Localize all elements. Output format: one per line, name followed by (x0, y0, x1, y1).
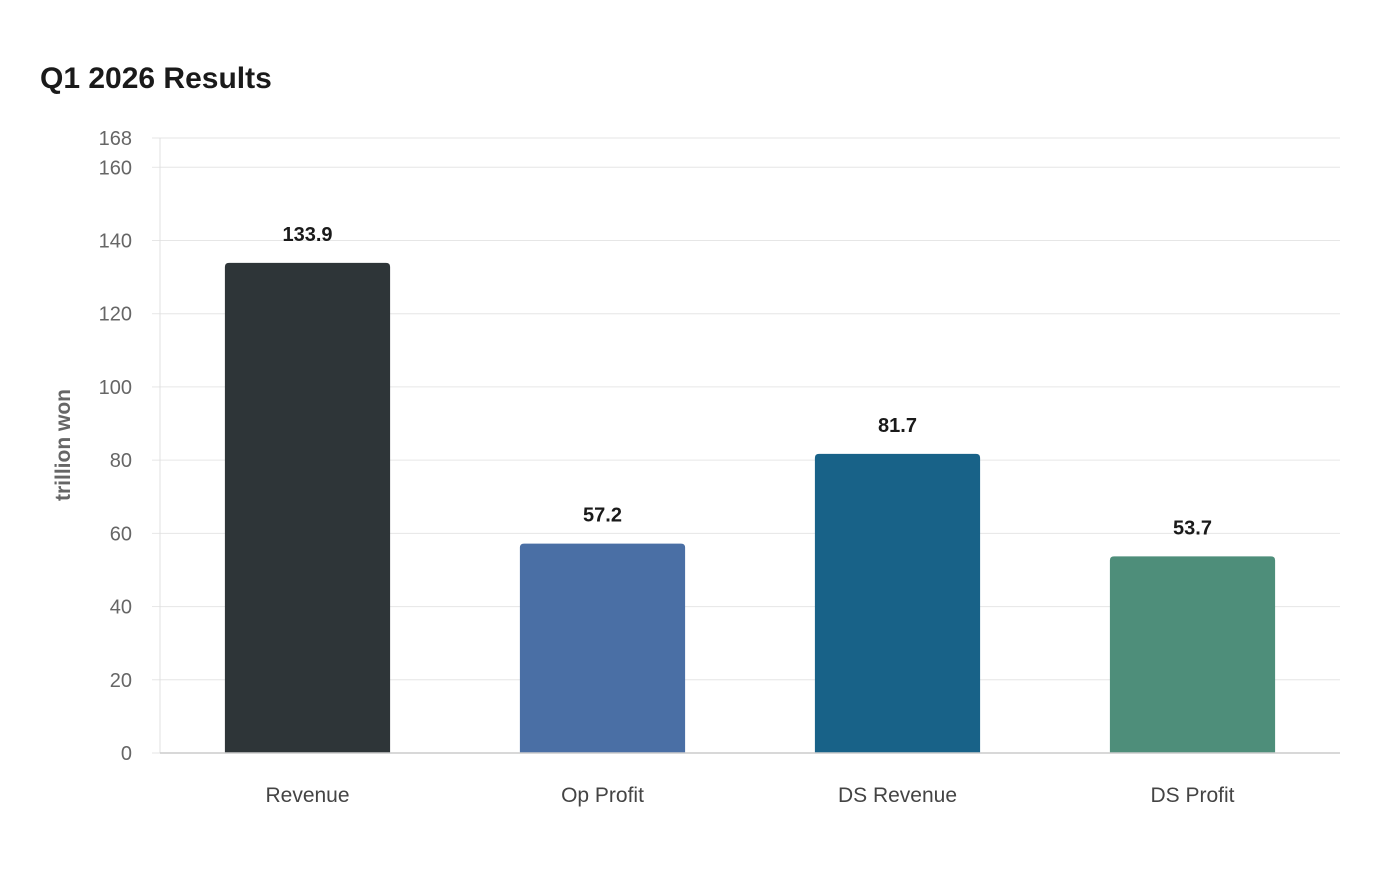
chart-title: Q1 2026 Results (40, 62, 272, 95)
y-tick-label: 20 (110, 670, 132, 692)
x-category-label: DS Profit (1150, 784, 1234, 807)
x-axis-categories: Revenue Op Profit DS Revenue DS Profit (265, 784, 1234, 807)
y-axis-ticks: 0 20 40 60 80 100 120 140 160 168 (99, 128, 160, 765)
bar-value-label: 57.2 (583, 505, 622, 527)
x-category-label: Revenue (265, 784, 349, 807)
y-tick-label: 40 (110, 597, 132, 619)
x-category-label: Op Profit (561, 784, 644, 807)
bar-ds-revenue (814, 453, 981, 753)
y-axis-title: trillion won (52, 389, 75, 501)
value-labels: 133.9 57.2 81.7 53.7 (282, 224, 1212, 540)
y-tick-label: 80 (110, 450, 132, 472)
x-category-label: DS Revenue (838, 784, 957, 807)
bar-value-label: 133.9 (282, 224, 332, 246)
bar-ds-profit (1109, 556, 1276, 753)
y-tick-label: 160 (99, 157, 132, 179)
bar-value-label: 53.7 (1173, 517, 1212, 539)
y-tick-label: 140 (99, 231, 132, 253)
y-tick-label: 0 (121, 743, 132, 765)
y-tick-label: 100 (99, 377, 132, 399)
bar-value-label: 81.7 (878, 415, 917, 437)
y-tick-label: 168 (99, 128, 132, 150)
bars (224, 262, 1276, 753)
bar-revenue (224, 262, 391, 753)
y-tick-label: 60 (110, 523, 132, 545)
bar-op-profit (519, 543, 686, 753)
y-tick-label: 120 (99, 304, 132, 326)
